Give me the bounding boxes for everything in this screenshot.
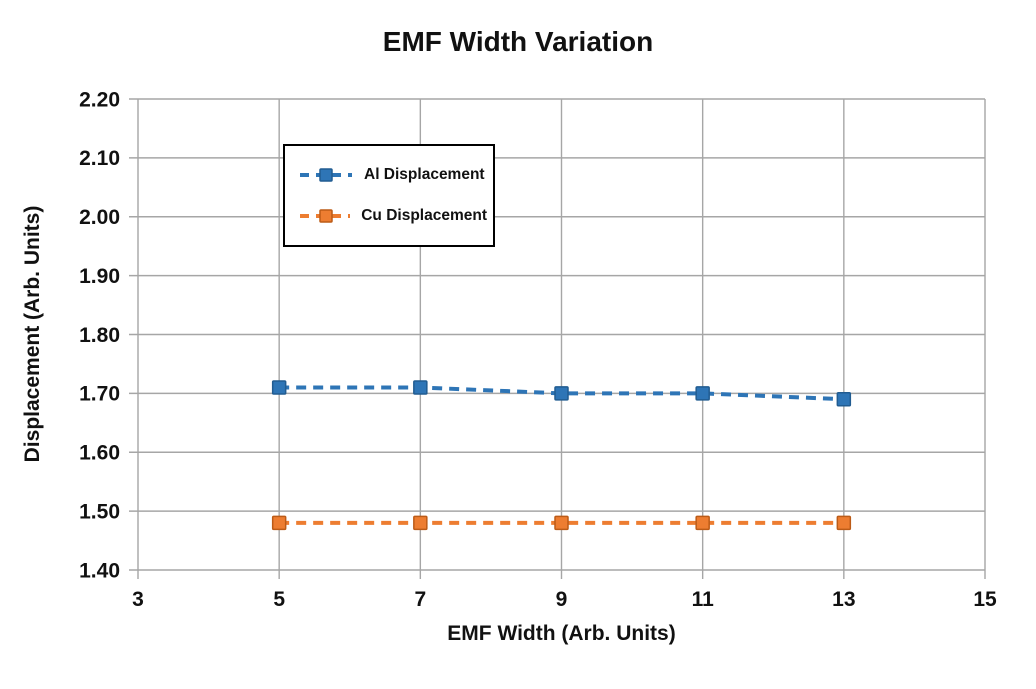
svg-text:7: 7 [414,588,426,611]
svg-text:1.70: 1.70 [79,383,120,406]
legend-item-cu-displacement: Cu Displacement [299,207,487,225]
legend: Al Displacement Cu Displacement [283,144,495,247]
chart-title: EMF Width Variation [382,26,654,57]
svg-text:1.50: 1.50 [79,500,120,523]
svg-text:11: 11 [692,588,715,611]
svg-text:3: 3 [132,588,144,611]
svg-text:1.60: 1.60 [79,442,120,465]
svg-text:2.00: 2.00 [79,206,120,229]
al-series-key-icon [300,168,352,182]
svg-text:15: 15 [973,588,997,611]
svg-text:2.10: 2.10 [79,147,120,170]
svg-text:13: 13 [832,588,855,611]
x-axis-title: EMF Width (Arb. Units) [447,622,676,645]
svg-text:1.80: 1.80 [79,324,120,347]
svg-text:5: 5 [273,588,285,611]
svg-text:1.90: 1.90 [79,265,120,288]
legend-label-cu: Cu Displacement [361,207,487,225]
svg-text:9: 9 [556,588,568,611]
svg-text:2.20: 2.20 [79,88,120,111]
legend-item-al-displacement: Al Displacement [299,166,487,184]
cu-series-key-icon [300,209,351,223]
svg-text:1.40: 1.40 [79,559,120,582]
legend-label-al: Al Displacement [364,165,485,183]
